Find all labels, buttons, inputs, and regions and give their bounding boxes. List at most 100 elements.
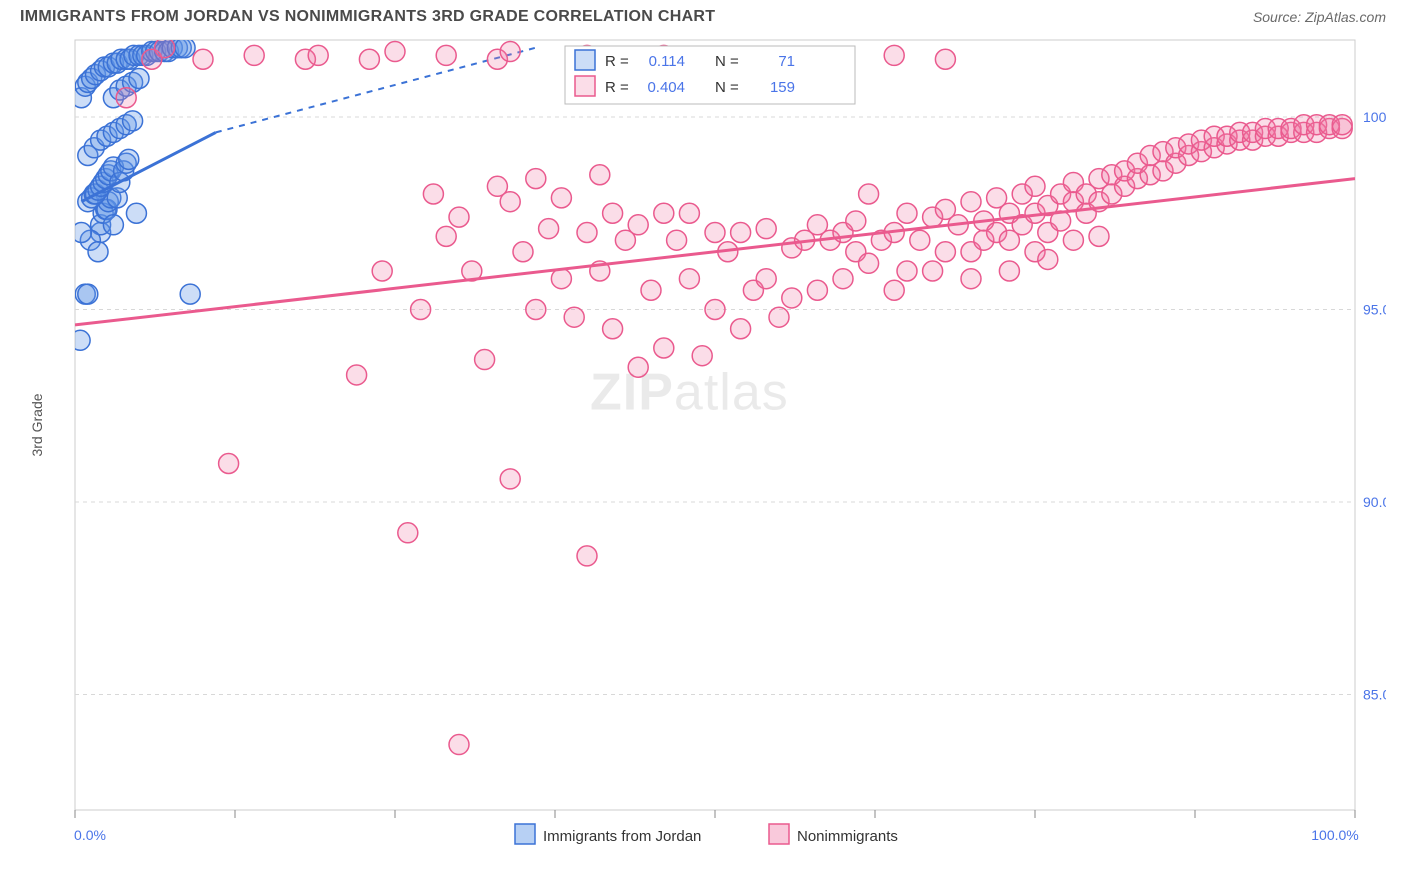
legend-n-value: 159 [770, 79, 795, 96]
data-point [654, 203, 674, 223]
legend-swatch [769, 824, 789, 844]
y-tick-label: 90.0% [1363, 494, 1386, 510]
data-point [679, 269, 699, 289]
data-point [398, 523, 418, 543]
data-point [244, 45, 264, 65]
data-point [155, 38, 175, 58]
data-point [923, 261, 943, 281]
x-tick-label: 0.0% [74, 827, 106, 843]
data-point [1063, 230, 1083, 250]
data-point [123, 111, 143, 131]
data-point [705, 223, 725, 243]
data-point [961, 192, 981, 212]
legend-label: Immigrants from Jordan [543, 828, 701, 845]
data-point [526, 300, 546, 320]
data-point [423, 184, 443, 204]
data-point [411, 300, 431, 320]
data-point [782, 288, 802, 308]
data-point [654, 338, 674, 358]
data-point [679, 203, 699, 223]
data-point [372, 261, 392, 281]
data-point [1089, 226, 1109, 246]
data-point [500, 42, 520, 62]
data-point [1332, 115, 1352, 135]
data-point [910, 230, 930, 250]
data-point [564, 307, 584, 327]
data-point [78, 284, 98, 304]
data-point [756, 269, 776, 289]
data-point [449, 735, 469, 755]
data-point [103, 215, 123, 235]
data-point [116, 88, 136, 108]
legend-label: Nonimmigrants [797, 828, 898, 845]
data-point [126, 203, 146, 223]
data-point [385, 42, 405, 62]
data-point [756, 219, 776, 239]
data-point [88, 242, 108, 262]
data-point [539, 219, 559, 239]
data-point [308, 45, 328, 65]
data-point [897, 203, 917, 223]
data-point [590, 165, 610, 185]
data-point [884, 45, 904, 65]
data-point [180, 284, 200, 304]
watermark: ZIPatlas [590, 364, 789, 422]
data-point [859, 253, 879, 273]
data-point [641, 280, 661, 300]
data-point [859, 184, 879, 204]
data-point [175, 38, 195, 58]
data-point [1038, 249, 1058, 269]
data-point [551, 269, 571, 289]
data-point [475, 350, 495, 370]
data-point [961, 269, 981, 289]
data-point [833, 269, 853, 289]
y-tick-label: 85.0% [1363, 687, 1386, 703]
data-point [705, 300, 725, 320]
data-point [577, 546, 597, 566]
data-point [359, 49, 379, 69]
data-point [70, 330, 90, 350]
data-point [769, 307, 789, 327]
data-point [603, 203, 623, 223]
data-point [436, 45, 456, 65]
data-point [129, 69, 149, 89]
data-point [193, 49, 213, 69]
x-tick-label: 100.0% [1311, 827, 1358, 843]
data-point [999, 261, 1019, 281]
y-axis-title: 3rd Grade [29, 393, 45, 456]
legend-r-label: R = [605, 79, 629, 96]
data-point [603, 319, 623, 339]
data-point [71, 223, 91, 243]
scatter-chart: 85.0% 90.0% 95.0% 100.0% 0.0% 100.0% ZIPatlas 3… [20, 30, 1386, 880]
data-point [935, 242, 955, 262]
data-point [526, 169, 546, 189]
legend-n-label: N = [715, 79, 739, 96]
data-point [119, 149, 139, 169]
chart-title: IMMIGRANTS FROM JORDAN VS NONIMMIGRANTS … [20, 8, 715, 26]
data-point [219, 454, 239, 474]
legend-r-label: R = [605, 53, 629, 70]
data-point [628, 357, 648, 377]
legend-swatch [575, 50, 595, 70]
data-point [500, 192, 520, 212]
data-point [347, 365, 367, 385]
data-point [577, 223, 597, 243]
data-point [628, 215, 648, 235]
source-label: Source: ZipAtlas.com [1253, 9, 1386, 25]
data-point [1025, 176, 1045, 196]
legend-n-label: N = [715, 53, 739, 70]
legend-r-value: 0.114 [649, 53, 685, 70]
data-point [500, 469, 520, 489]
data-point [731, 319, 751, 339]
legend-swatch [515, 824, 535, 844]
chart-container: 85.0% 90.0% 95.0% 100.0% 0.0% 100.0% ZIPatlas 3… [20, 30, 1386, 880]
y-tick-label: 95.0% [1363, 302, 1386, 318]
data-point [449, 207, 469, 227]
legend-r-value: 0.404 [647, 79, 685, 96]
data-point [846, 211, 866, 231]
data-point [667, 230, 687, 250]
legend-n-value: 71 [778, 53, 795, 70]
data-point [551, 188, 571, 208]
data-point [692, 346, 712, 366]
y-tick-label: 100.0% [1363, 109, 1386, 125]
